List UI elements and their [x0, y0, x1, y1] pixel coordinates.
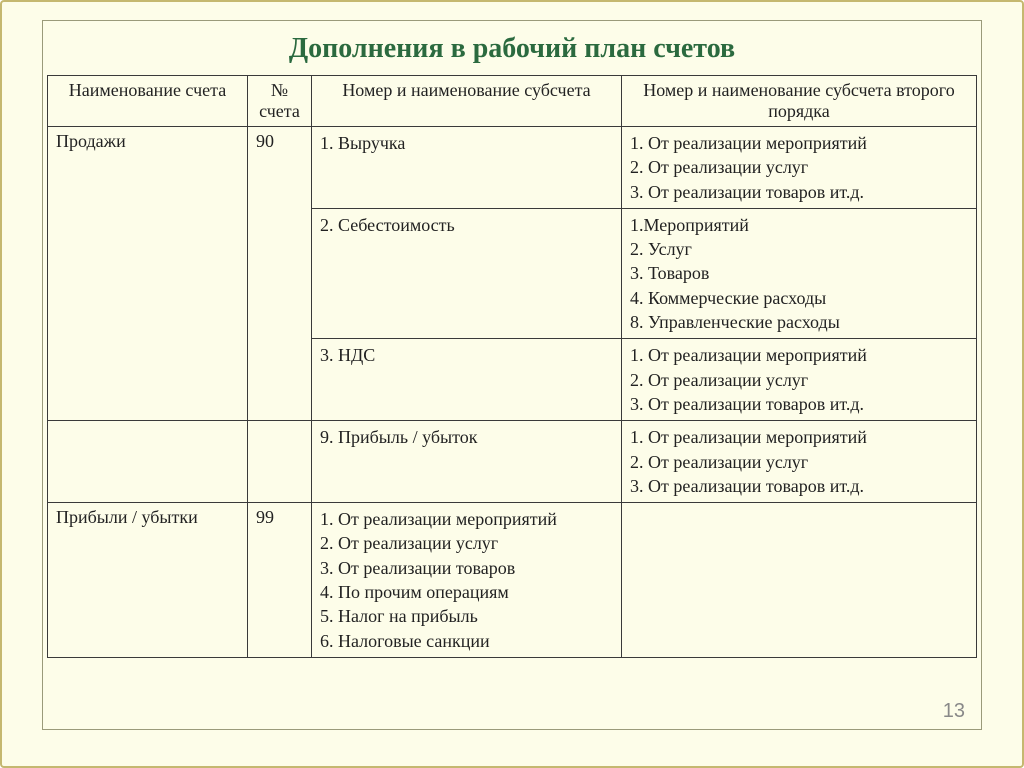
- col-header: Номер и наименование субсчета: [312, 76, 622, 127]
- col-header: № счета: [248, 76, 312, 127]
- content-frame: Дополнения в рабочий план счетов Наимено…: [42, 20, 982, 730]
- table-row: Прибыли / убытки 99 1. От реализации мер…: [48, 503, 977, 658]
- account-no-cell: [248, 421, 312, 503]
- subaccount-cell: 1. От реализации мероприятий2. От реализ…: [312, 503, 622, 658]
- table-header-row: Наименование счета № счета Номер и наиме…: [48, 76, 977, 127]
- accounts-table: Наименование счета № счета Номер и наиме…: [47, 75, 977, 658]
- table-row: Продажи 90 1. Выручка 1. От реализации м…: [48, 127, 977, 209]
- slide: Дополнения в рабочий план счетов Наимено…: [0, 0, 1024, 768]
- account-name-cell: Прибыли / убытки: [48, 503, 248, 658]
- table-row: 9. Прибыль / убыток 1. От реализации мер…: [48, 421, 977, 503]
- page-title: Дополнения в рабочий план счетов: [43, 33, 981, 65]
- page-number: 13: [943, 700, 965, 723]
- subaccount-cell: 2. Себестоимость: [312, 208, 622, 338]
- second-order-cell: 1. От реализации мероприятий2. От реализ…: [622, 339, 977, 421]
- second-order-cell: 1.Мероприятий2. Услуг3. Товаров4. Коммер…: [622, 208, 977, 338]
- subaccount-cell: 3. НДС: [312, 339, 622, 421]
- account-no-cell: 99: [248, 503, 312, 658]
- second-order-cell: 1. От реализации мероприятий2. От реализ…: [622, 421, 977, 503]
- subaccount-cell: 9. Прибыль / убыток: [312, 421, 622, 503]
- second-order-cell: 1. От реализации мероприятий2. От реализ…: [622, 127, 977, 209]
- subaccount-cell: 1. Выручка: [312, 127, 622, 209]
- account-name-cell: Продажи: [48, 127, 248, 421]
- col-header: Наименование счета: [48, 76, 248, 127]
- account-no-cell: 90: [248, 127, 312, 421]
- second-order-cell: [622, 503, 977, 658]
- col-header: Номер и наименование субсчета второго по…: [622, 76, 977, 127]
- account-name-cell: [48, 421, 248, 503]
